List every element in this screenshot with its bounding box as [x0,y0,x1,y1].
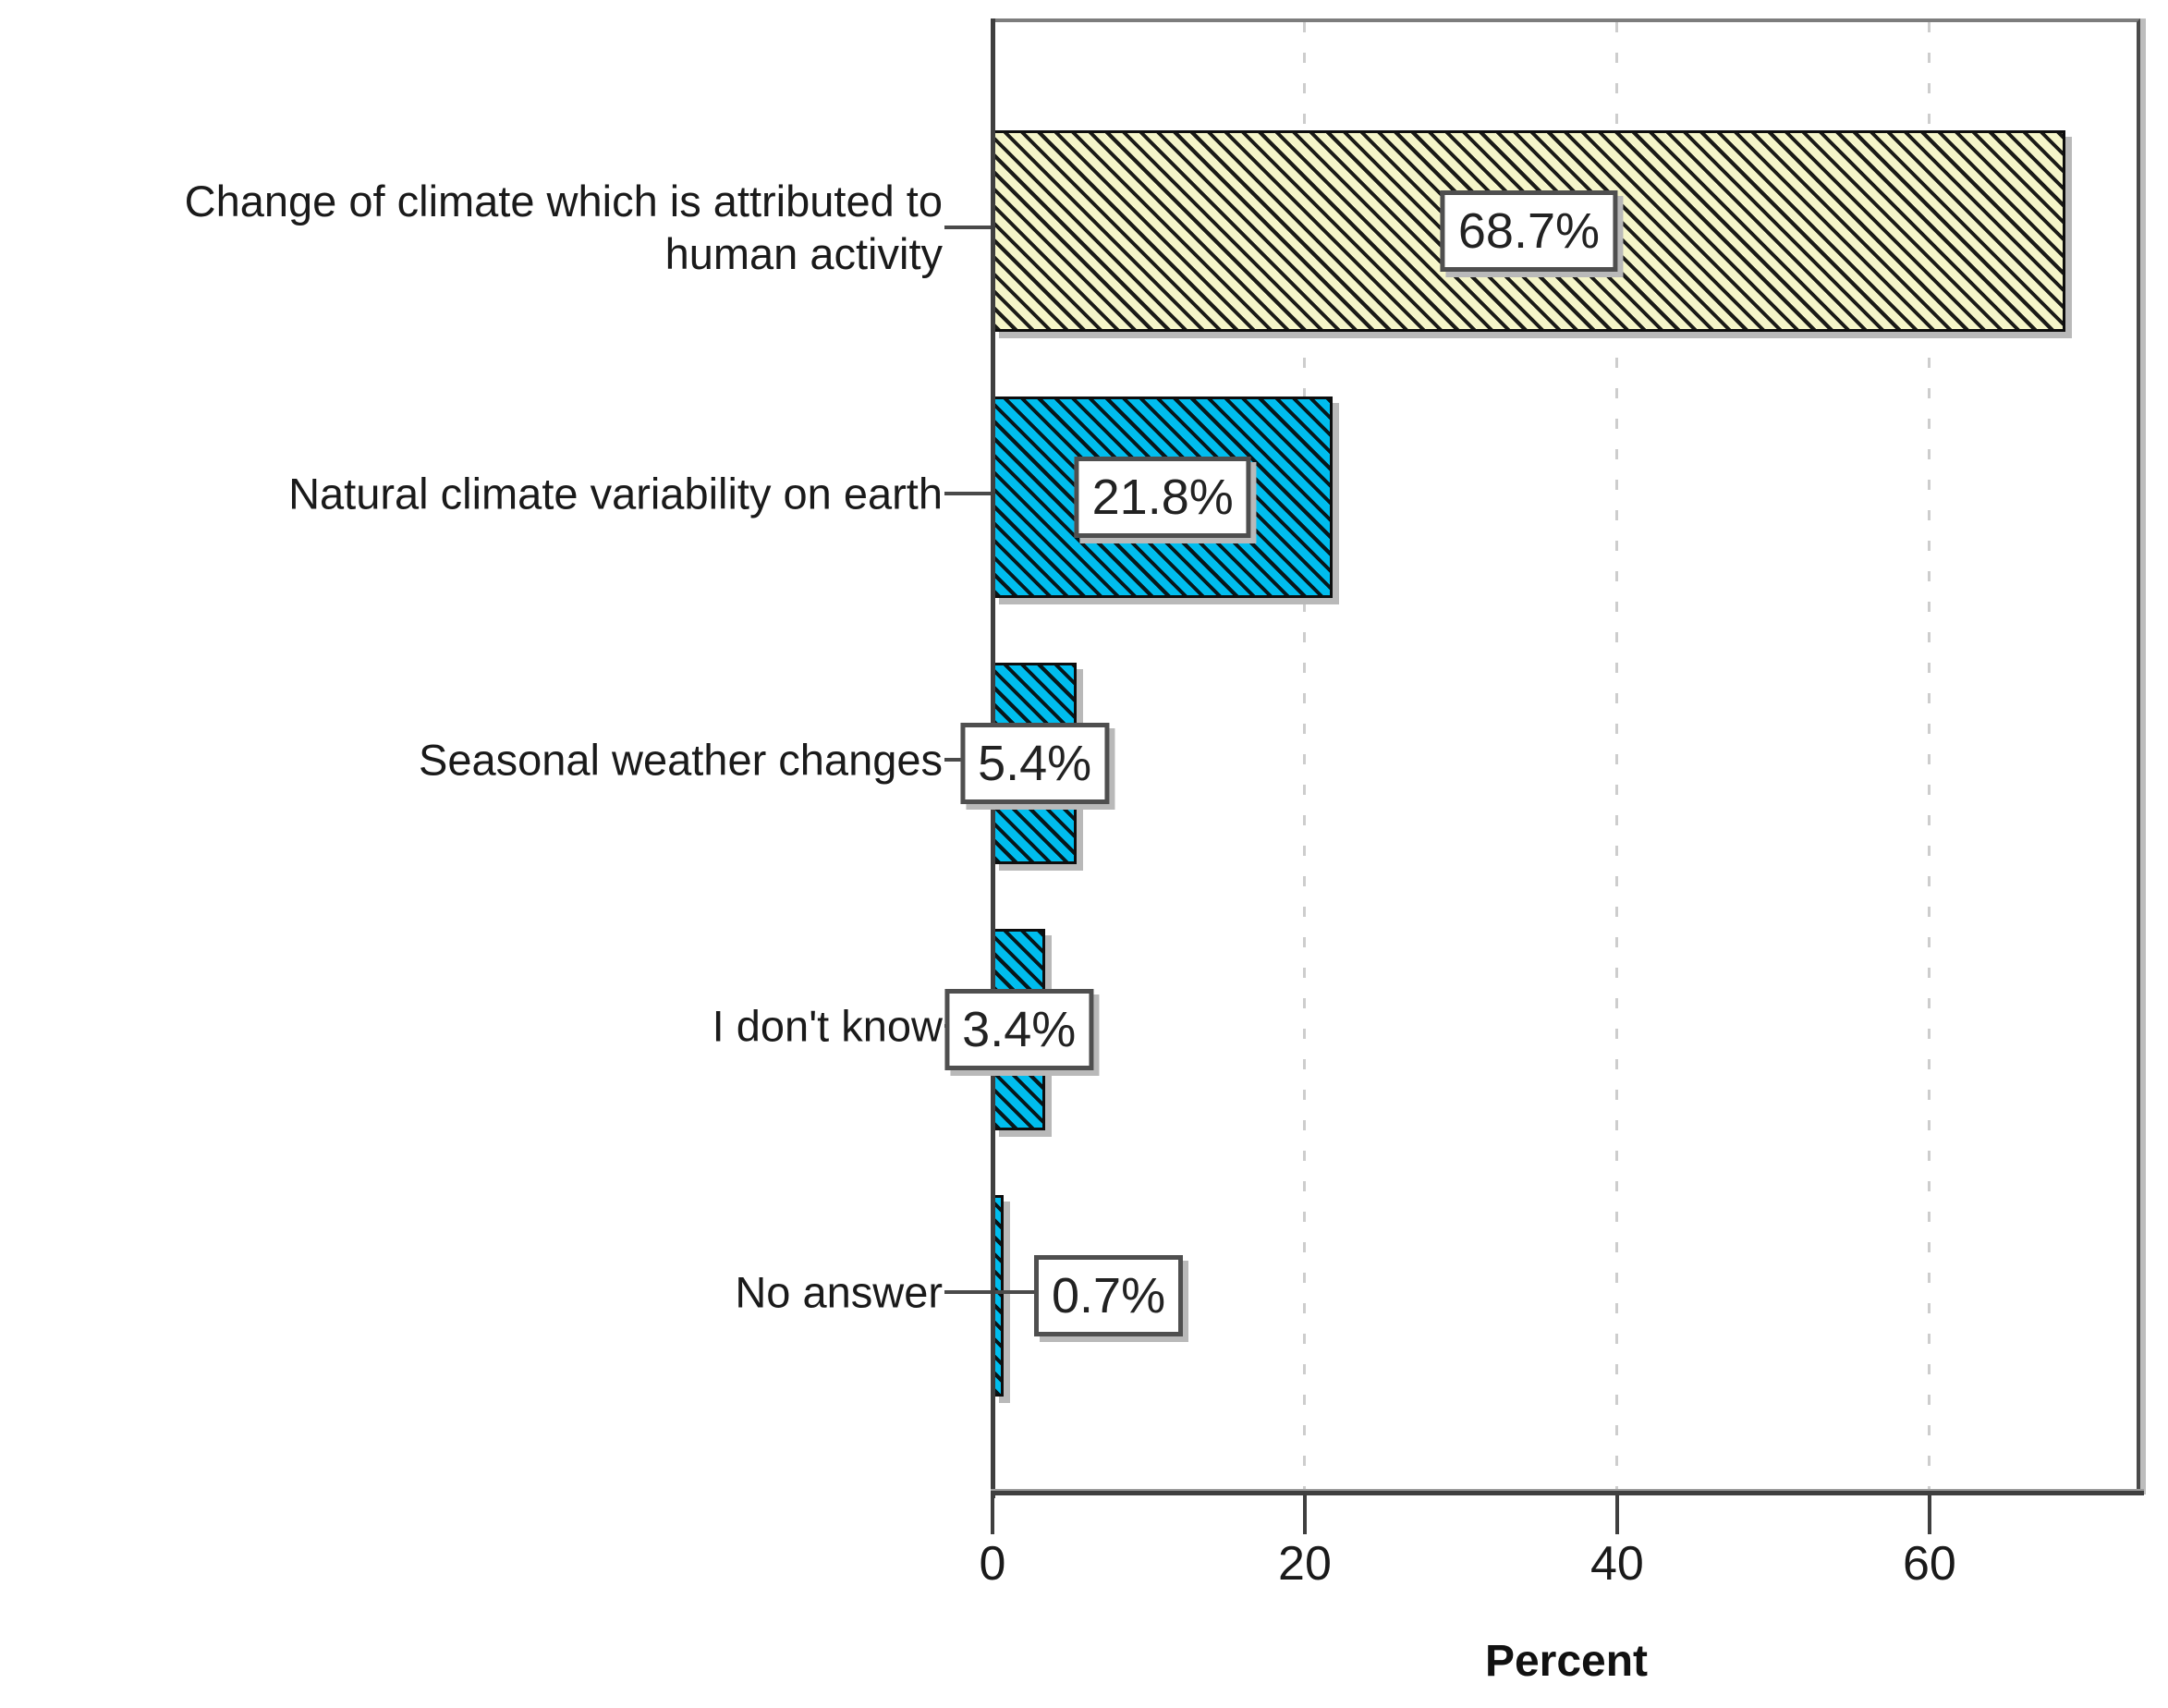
x-tick-60 [1927,1495,1931,1534]
category-label: Natural climate variability on earth [288,469,943,518]
gridline-60 [1927,22,1930,1494]
category-label: Change of climate which is attributed to… [184,177,943,278]
x-axis-line [991,1489,2144,1495]
category-label: I don't know [712,1001,943,1051]
x-tick-label-60: 60 [1902,1537,1956,1591]
x-tick-label-20: 20 [1278,1537,1332,1591]
plot-area: 68.7% 21.8% 5.4% 3.4% 0.7% [944,18,2140,1494]
category-connector [944,226,994,229]
value-label: 3.4% [944,989,1094,1070]
value-label: 5.4% [960,723,1110,804]
x-tick-label-0: 0 [979,1537,1006,1591]
value-label: 0.7% [1034,1255,1184,1336]
x-tick-label-40: 40 [1589,1537,1644,1591]
gridline-20 [1302,22,1306,1494]
value-label: 21.8% [1074,457,1251,538]
category-connector [944,1290,1085,1294]
category-label: Seasonal weather changes [418,735,943,785]
x-tick-0 [991,1495,994,1534]
category-label: No answer [735,1267,943,1317]
gridline-40 [1614,22,1618,1494]
x-tick-40 [1614,1495,1619,1534]
x-tick-20 [1302,1495,1307,1534]
x-axis-title: Percent [1484,1637,1649,1686]
category-connector [944,492,994,495]
value-label: 68.7% [1440,190,1617,272]
